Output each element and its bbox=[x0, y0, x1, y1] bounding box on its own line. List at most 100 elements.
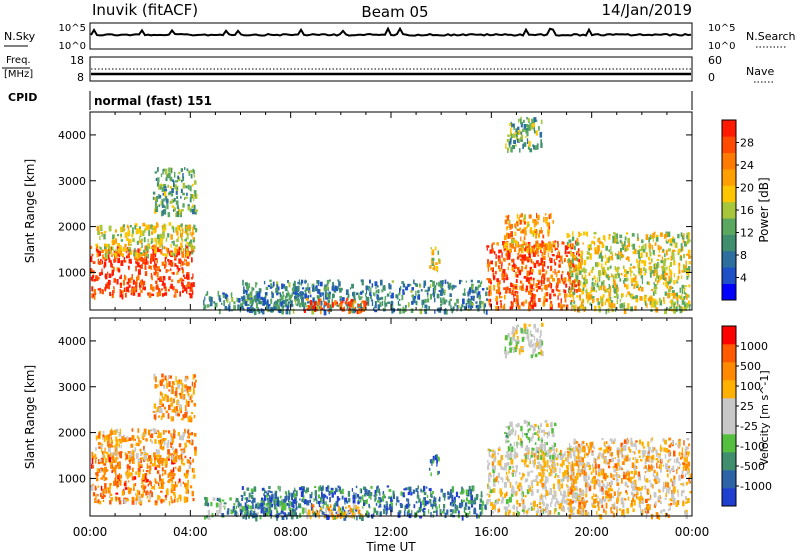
power-cell-9 bbox=[590, 247, 593, 250]
velocity-cell-4 bbox=[276, 515, 278, 521]
power-cell-9 bbox=[566, 232, 569, 239]
power-cell-9 bbox=[618, 273, 620, 279]
velocity-cell-4 bbox=[458, 496, 460, 499]
velocity-cell-4 bbox=[272, 493, 274, 499]
power-cell-9 bbox=[615, 284, 618, 290]
power-cell-5 bbox=[350, 298, 354, 302]
power-cell-7 bbox=[578, 253, 581, 257]
velocity-cell-0 bbox=[154, 456, 156, 460]
velocity-cell-0 bbox=[110, 493, 113, 497]
power-cell-0 bbox=[116, 279, 119, 285]
velocity-cell-4 bbox=[449, 509, 453, 513]
velocity-cell-4 bbox=[442, 494, 445, 498]
velocity-cell-2 bbox=[172, 398, 175, 404]
velocity-cell-1 bbox=[147, 458, 149, 463]
velocity-cell-7 bbox=[555, 508, 557, 512]
power-cell-4 bbox=[318, 295, 321, 301]
velocity-cell-2 bbox=[185, 375, 189, 380]
power-cell-4 bbox=[265, 286, 269, 291]
power-cell-9 bbox=[684, 292, 687, 295]
velocity-cell-2 bbox=[167, 374, 170, 381]
power-cell-9 bbox=[616, 294, 619, 299]
power-cell-4 bbox=[242, 298, 246, 305]
power-cell-0 bbox=[167, 248, 170, 253]
power-cell-4 bbox=[422, 299, 425, 305]
velocity-cell-3 bbox=[240, 503, 242, 507]
power-cell-1 bbox=[145, 253, 148, 257]
power-cell-10 bbox=[520, 122, 523, 128]
power-cell-10 bbox=[538, 126, 540, 131]
velocity-cell-0 bbox=[162, 472, 164, 477]
velocity-cell-4 bbox=[369, 492, 373, 496]
velocity-cell-1 bbox=[168, 453, 170, 458]
power-cell-1 bbox=[154, 247, 157, 254]
velocity-cell-7 bbox=[521, 459, 524, 463]
power-cell-1 bbox=[95, 243, 99, 246]
velocity-cell-8 bbox=[525, 420, 528, 423]
power-cell-9 bbox=[595, 290, 597, 293]
power-cell-9 bbox=[676, 278, 679, 282]
velocity-cell-1 bbox=[119, 428, 121, 435]
nave-label: Nave bbox=[746, 65, 774, 78]
power-cell-0 bbox=[99, 250, 101, 256]
power-cell-9 bbox=[597, 301, 601, 306]
power-cell-9 bbox=[586, 251, 589, 255]
power-cell-0 bbox=[143, 286, 146, 291]
power-cell-2 bbox=[190, 169, 193, 173]
power-cell-9 bbox=[577, 266, 580, 272]
velocity-cell-8 bbox=[543, 448, 546, 452]
power-cell-2 bbox=[176, 205, 179, 209]
velocity-cell-4 bbox=[334, 502, 337, 507]
velocity-cell-1 bbox=[149, 434, 153, 438]
power-cell-9 bbox=[602, 256, 604, 259]
power-cell-4 bbox=[255, 291, 259, 294]
velocity-cell-2 bbox=[173, 406, 176, 413]
velocity-cell-7 bbox=[491, 463, 494, 469]
power-cell-1 bbox=[122, 247, 126, 252]
power-cell-7 bbox=[511, 258, 514, 263]
velocity-cell-4 bbox=[320, 496, 322, 503]
power-cell-1 bbox=[108, 225, 112, 232]
velocity-cell-0 bbox=[162, 478, 164, 482]
velocity-cell-8 bbox=[513, 442, 515, 447]
power-cell-9 bbox=[599, 276, 601, 282]
velocity-cell-4 bbox=[452, 499, 456, 504]
power-cell-9 bbox=[664, 266, 666, 271]
power-cell-7 bbox=[531, 305, 535, 310]
velocity-cell-4 bbox=[274, 490, 278, 494]
power-cell-1 bbox=[179, 224, 181, 230]
velocity-cell-4 bbox=[246, 487, 250, 491]
power-cell-9 bbox=[578, 242, 580, 245]
power-cell-3 bbox=[284, 299, 287, 303]
velocity-cell-4 bbox=[288, 497, 290, 503]
power-cell-9 bbox=[588, 294, 591, 301]
power-cell-7 bbox=[515, 301, 517, 305]
power-cell-4 bbox=[326, 279, 330, 285]
velocity-cell-7 bbox=[532, 451, 534, 455]
power-cell-9 bbox=[652, 249, 655, 255]
velocity-cell-4 bbox=[403, 488, 407, 491]
power-cell-0 bbox=[168, 260, 170, 266]
power-cell-9 bbox=[601, 263, 603, 269]
power-cell-0 bbox=[152, 248, 155, 254]
velocity-cell-0 bbox=[131, 496, 135, 503]
power-cell-9 bbox=[688, 234, 690, 240]
power-cell-10 bbox=[520, 131, 523, 135]
power-cell-9 bbox=[620, 251, 623, 256]
power-cell-3 bbox=[222, 293, 225, 298]
power-cell-9 bbox=[582, 242, 584, 245]
power-cell-7 bbox=[564, 251, 567, 255]
power-cell-2 bbox=[155, 202, 157, 209]
velocity-cell-7 bbox=[566, 500, 568, 506]
velocity-cell-0 bbox=[130, 488, 132, 491]
velocity-cell-3 bbox=[253, 506, 256, 512]
power-cell-0 bbox=[188, 252, 191, 257]
power-cell-1 bbox=[105, 253, 108, 260]
velocity-cell-1 bbox=[114, 448, 117, 452]
velocity-cell-1 bbox=[172, 438, 175, 444]
power-cell-1 bbox=[144, 228, 146, 233]
power-cell-0 bbox=[111, 294, 114, 299]
power-cell-1 bbox=[99, 224, 103, 231]
velocity-cell-1 bbox=[148, 429, 151, 436]
velocity-cell-0 bbox=[174, 481, 177, 486]
